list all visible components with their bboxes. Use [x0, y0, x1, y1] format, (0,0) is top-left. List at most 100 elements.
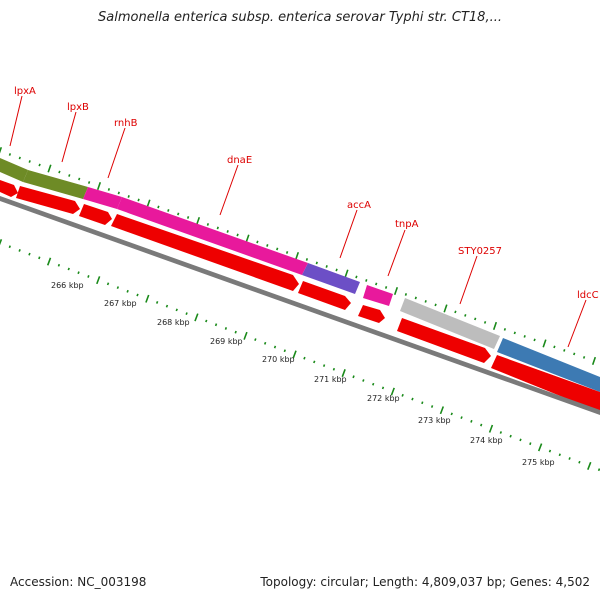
major-tick [591, 356, 597, 365]
gene-segment-tnpA [363, 285, 393, 306]
minor-tick [116, 286, 120, 290]
gene-label-lpxB[interactable]: lpxB [67, 102, 89, 113]
major-tick [0, 146, 3, 154]
minor-tick [474, 317, 477, 321]
minor-tick [523, 335, 526, 338]
minor-tick [18, 249, 21, 252]
minor-tick [573, 352, 576, 356]
minor-tick [568, 457, 571, 460]
kbp-label: 266 kbp [51, 281, 84, 290]
minor-tick [411, 397, 414, 401]
minor-tick [126, 289, 129, 293]
minor-tick [8, 153, 12, 156]
gene-label-STY0257[interactable]: STY0257 [458, 246, 502, 257]
kbp-scale-labels: 266 kbp 267 kbp 268 kbp 269 kbp 270 kbp … [51, 281, 555, 467]
leader-rnhB [107, 127, 126, 179]
minor-tick [352, 375, 355, 379]
minor-tick [355, 275, 358, 279]
kbp-label: 271 kbp [314, 375, 347, 384]
minor-tick [236, 233, 239, 237]
minor-tick [464, 314, 467, 317]
minor-tick [224, 327, 228, 330]
major-tick [294, 251, 300, 260]
minor-tick [165, 304, 169, 308]
minor-tick [414, 296, 417, 300]
gene-segment-accA [302, 263, 360, 294]
minor-tick [582, 356, 586, 359]
gene-label-dnaE[interactable]: dnaE [227, 155, 252, 166]
cds-arrow [298, 281, 351, 310]
minor-tick [117, 191, 120, 195]
kbp-label: 273 kbp [418, 416, 451, 425]
minor-tick [332, 367, 336, 371]
minor-tick [87, 275, 90, 278]
major-tick [443, 304, 448, 313]
leader-ldcC [567, 299, 587, 348]
minor-tick [315, 261, 318, 265]
kbp-label: 275 kbp [522, 458, 555, 467]
minor-tick [480, 423, 483, 427]
minor-tick [381, 386, 385, 390]
minor-tick [177, 212, 180, 216]
minor-tick [234, 330, 237, 334]
genome-summary-text: Topology: circular; Length: 4,809,037 bp… [260, 575, 590, 589]
minor-tick [78, 177, 81, 181]
major-tick [245, 234, 250, 243]
minor-tick [404, 293, 408, 296]
minor-tick [375, 282, 378, 286]
major-tick [393, 286, 399, 295]
cds-arrow [111, 214, 299, 291]
minor-tick [335, 268, 338, 272]
major-tick [194, 313, 199, 322]
major-tick [390, 387, 395, 396]
cds-arrow [16, 186, 80, 214]
minor-tick [206, 223, 210, 226]
minor-tick [214, 323, 218, 327]
gene-label-lpxA[interactable]: lpxA [14, 86, 36, 97]
minor-tick [362, 379, 365, 382]
minor-tick [513, 331, 516, 335]
map-title: Salmonella enterica subsp. enterica sero… [98, 10, 502, 25]
gene-segment-dnaE [117, 197, 308, 275]
gene-segment-ldcC [497, 338, 600, 392]
minor-tick [107, 188, 111, 191]
gene-label-ldcC[interactable]: ldcC [577, 290, 599, 301]
cds-arrow [491, 355, 600, 412]
minor-tick [57, 263, 61, 267]
minor-tick [421, 401, 424, 405]
minor-tick [450, 412, 453, 416]
leader-lpxB [61, 111, 77, 163]
cds-arrow [0, 180, 18, 197]
major-tick [344, 269, 349, 278]
minor-tick [136, 293, 139, 297]
leader-accA [339, 209, 358, 259]
minor-tick [77, 271, 80, 275]
minor-tick [67, 267, 70, 271]
cds-arrow [397, 318, 491, 363]
gene-track-colored [0, 158, 600, 392]
major-tick [537, 443, 543, 452]
gene-label-rnhB[interactable]: rnhB [114, 118, 138, 129]
minor-tick [305, 258, 309, 261]
minor-tick [38, 163, 41, 167]
major-tick [488, 424, 494, 433]
gene-label-tnpA[interactable]: tnpA [395, 219, 419, 230]
minor-tick [167, 209, 170, 212]
minor-tick [384, 286, 388, 289]
major-tick [439, 406, 445, 415]
gene-label-accA[interactable]: accA [347, 200, 371, 211]
minor-tick [401, 393, 404, 397]
major-tick [46, 257, 52, 266]
minor-tick [529, 442, 532, 446]
minor-tick [424, 300, 427, 303]
minor-tick [205, 319, 208, 323]
minor-tick [470, 419, 473, 423]
major-tick [0, 239, 3, 246]
minor-tick [137, 198, 140, 202]
major-tick [145, 294, 150, 303]
minor-tick [553, 345, 556, 349]
minor-tick [186, 216, 190, 219]
minor-tick [303, 356, 306, 360]
minor-tick [38, 256, 41, 260]
